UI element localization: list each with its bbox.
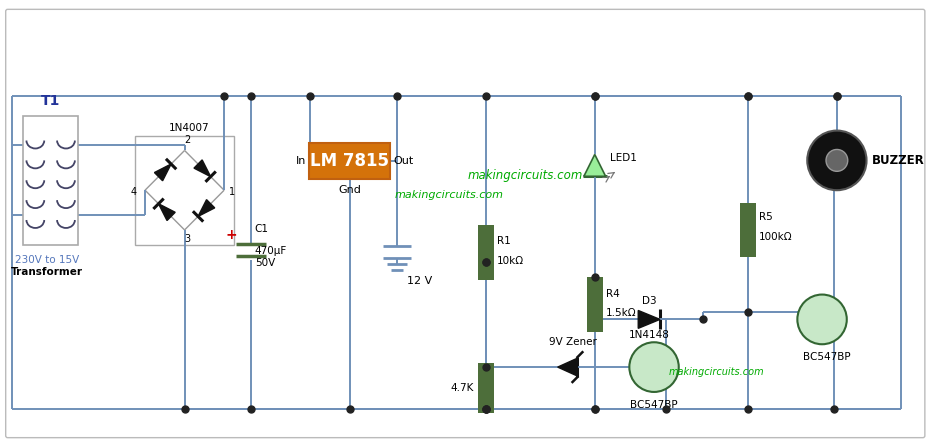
Text: 100kΩ: 100kΩ [759,232,793,242]
Bar [478,225,494,280]
Text: makingcircuits.com: makingcircuits.com [394,190,503,200]
Text: 230V to 15V: 230V to 15V [15,255,80,265]
Text: BC547BP: BC547BP [803,352,851,362]
Circle shape [826,149,848,171]
Text: In: In [295,156,306,166]
FancyBboxPatch shape [23,116,78,245]
Text: R4: R4 [606,288,619,299]
Text: 470μF: 470μF [255,246,287,257]
Text: R1: R1 [497,236,510,246]
Text: 1.5kΩ: 1.5kΩ [606,308,636,318]
Text: 1N4007: 1N4007 [169,122,210,133]
Polygon shape [159,204,175,220]
Text: 3: 3 [185,234,190,244]
Polygon shape [155,164,171,181]
Circle shape [808,131,867,190]
Text: Transformer: Transformer [11,267,83,277]
FancyBboxPatch shape [310,143,390,179]
Text: D3: D3 [642,296,657,307]
Text: 4.7K: 4.7K [451,383,475,393]
Text: LM 7815: LM 7815 [310,152,389,170]
Text: makingcircuits.com: makingcircuits.com [468,169,583,182]
Text: 50V: 50V [255,258,275,268]
Bar [587,277,602,332]
Text: C1: C1 [255,224,269,234]
Bar [478,363,494,413]
Text: 10kΩ: 10kΩ [497,256,524,266]
Polygon shape [194,160,211,177]
Text: Gnd: Gnd [339,185,361,195]
Text: +: + [225,228,237,242]
Text: 12 V: 12 V [407,276,432,286]
Text: 4: 4 [131,187,137,197]
Text: BC547BP: BC547BP [630,400,678,410]
Text: 9V Zener: 9V Zener [549,337,597,347]
Circle shape [797,295,847,344]
Text: R5: R5 [759,212,773,222]
Text: 1N4148: 1N4148 [628,330,670,340]
Polygon shape [198,200,215,216]
Bar [740,202,756,257]
Polygon shape [558,358,578,376]
Text: makingcircuits.com: makingcircuits.com [669,367,764,377]
Text: T1: T1 [40,94,60,108]
Text: 2: 2 [185,135,190,145]
Text: 1: 1 [229,187,235,197]
FancyBboxPatch shape [135,135,234,245]
Polygon shape [638,311,660,329]
Text: BUZZER: BUZZER [871,154,924,167]
Text: LED1: LED1 [610,153,637,164]
Circle shape [629,342,679,392]
Text: Out: Out [393,156,414,166]
Polygon shape [583,154,606,176]
FancyBboxPatch shape [6,9,925,438]
